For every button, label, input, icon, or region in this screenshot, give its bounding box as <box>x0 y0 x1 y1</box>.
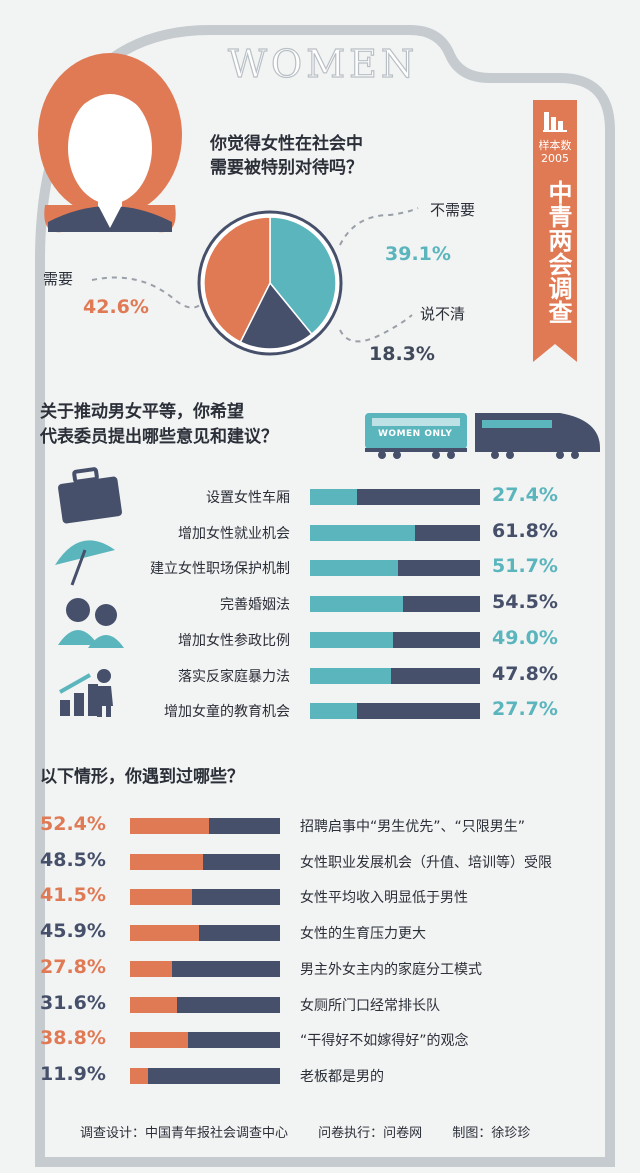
bar-fill <box>310 596 403 613</box>
bar-track <box>130 1067 280 1084</box>
bar-track <box>130 996 280 1013</box>
pie-value-unsure: 18.3% <box>369 343 435 365</box>
bar-value-label: 48.5% <box>40 848 106 871</box>
bar-track <box>310 667 480 684</box>
bar-label: 建立女性职场保护机制 <box>150 561 290 578</box>
pie-value-need: 42.6% <box>83 296 149 318</box>
bar-track <box>310 703 480 720</box>
sample-count: 2005 <box>541 152 569 165</box>
pie-slice-0 <box>269 216 337 336</box>
bar-value-label: 54.5% <box>492 591 558 614</box>
bar-fill <box>310 524 416 541</box>
women-title: WOMEN <box>227 41 419 86</box>
question-2-line1: 关于推动男女平等，你希望 <box>40 402 244 422</box>
footer-design: 调查设计：中国青年报社会调查中心 <box>80 1126 289 1141</box>
bar-label: 增加女童的教育机会 <box>164 704 290 721</box>
bar-chart-icon <box>543 108 569 132</box>
train-label: WOMEN ONLY <box>378 429 453 439</box>
bar-label: 女性平均收入明显低于男性 <box>300 890 468 907</box>
bar-label: “干得好不如嫁得好”的观念 <box>300 1033 469 1050</box>
bar-fill <box>310 667 392 684</box>
pie-label-no-need: 不需要 <box>430 201 476 219</box>
growth-chart-icon <box>59 669 113 717</box>
bar-label: 增加女性参政比例 <box>178 632 290 649</box>
people-icon <box>58 598 124 648</box>
bar-fill <box>310 631 394 648</box>
pie-label-unsure: 说不清 <box>420 305 466 323</box>
footer: 调查设计：中国青年报社会调查中心 问卷执行：问卷网 制图：徐珍珍 <box>80 1122 556 1141</box>
bar-label: 完善婚姻法 <box>220 597 290 614</box>
bar-track <box>130 818 280 834</box>
bar-value-label: 52.4% <box>40 813 106 835</box>
bar-value-label: 61.8% <box>492 519 558 542</box>
question-1-line1: 你觉得女性在社会中 <box>210 134 363 154</box>
bar-fill <box>310 560 398 577</box>
question-3: 以下情形，你遇到过哪些？ <box>40 767 244 787</box>
bar-value-label: 45.9% <box>40 920 106 943</box>
bar-label: 女厕所门口经常排长队 <box>300 997 440 1014</box>
pie-slice-1 <box>239 281 313 350</box>
bar-value-label: 38.8% <box>40 1027 106 1050</box>
bar-fill <box>130 1067 148 1084</box>
footer-exec: 问卷执行：问卷网 <box>318 1126 423 1141</box>
bar-value-label: 41.5% <box>40 884 106 907</box>
bar-label: 老板都是男的 <box>300 1068 384 1085</box>
bar-value-label: 27.7% <box>492 698 558 721</box>
footer-drawing: 制图：徐珍珍 <box>452 1126 531 1141</box>
bar-label: 招聘启事中“男生优先”、“只限男生” <box>300 819 526 835</box>
bar-value-label: 47.8% <box>492 662 558 685</box>
bar-fill <box>130 1032 189 1049</box>
bar-fill <box>130 889 193 906</box>
brand-ribbon <box>533 100 577 362</box>
bar-track <box>130 889 280 906</box>
woman-avatar-icon <box>38 53 182 233</box>
bar-fill <box>130 818 209 834</box>
bar-fill <box>130 925 199 942</box>
sample-label: 样本数 <box>538 139 572 152</box>
bar-track <box>310 560 480 577</box>
bar-track <box>310 524 480 541</box>
bar-track <box>130 960 280 977</box>
bar-value-label: 27.4% <box>492 484 558 506</box>
brand-title: 中青两会调查 <box>544 180 572 324</box>
bar-label: 女性的生育压力更大 <box>300 926 426 943</box>
bar-fill <box>310 703 358 720</box>
bar-label: 女性职业发展机会（升值、培训等）受限 <box>300 854 552 871</box>
question-2-line2: 代表委员提出哪些意见和建议？ <box>40 427 278 447</box>
bar-fill <box>130 996 178 1013</box>
pie-slice-2 <box>203 216 271 344</box>
bar-fill <box>310 489 357 505</box>
umbrella-icon <box>55 540 115 586</box>
pie-chart <box>197 210 343 356</box>
bar-fill <box>130 853 203 870</box>
bar-label: 落实反家庭暴力法 <box>178 668 290 685</box>
bar-track <box>310 489 480 505</box>
pie-label-need: 需要 <box>43 270 74 288</box>
bar-track <box>310 631 480 648</box>
bar-track <box>130 925 280 942</box>
train-icon <box>365 413 600 459</box>
bar-value-label: 27.8% <box>40 955 106 978</box>
bar-fill <box>130 960 172 977</box>
bar-label: 男主外女主内的家庭分工模式 <box>300 961 482 978</box>
bar-value-label: 31.6% <box>40 991 106 1014</box>
bar-value-label: 51.7% <box>492 555 558 578</box>
bar-track <box>130 853 280 870</box>
bar-value-label: 11.9% <box>40 1062 106 1085</box>
question-1-line2: 需要被特别对待吗？ <box>210 158 363 178</box>
bar-label: 增加女性就业机会 <box>178 525 290 542</box>
bar-track <box>310 596 480 613</box>
briefcase-icon <box>58 467 122 524</box>
pie-value-no-need: 39.1% <box>385 243 451 265</box>
bar-value-label: 49.0% <box>492 626 558 649</box>
bar-track <box>130 1032 280 1049</box>
bar-label: 设置女性车厢 <box>206 490 290 506</box>
